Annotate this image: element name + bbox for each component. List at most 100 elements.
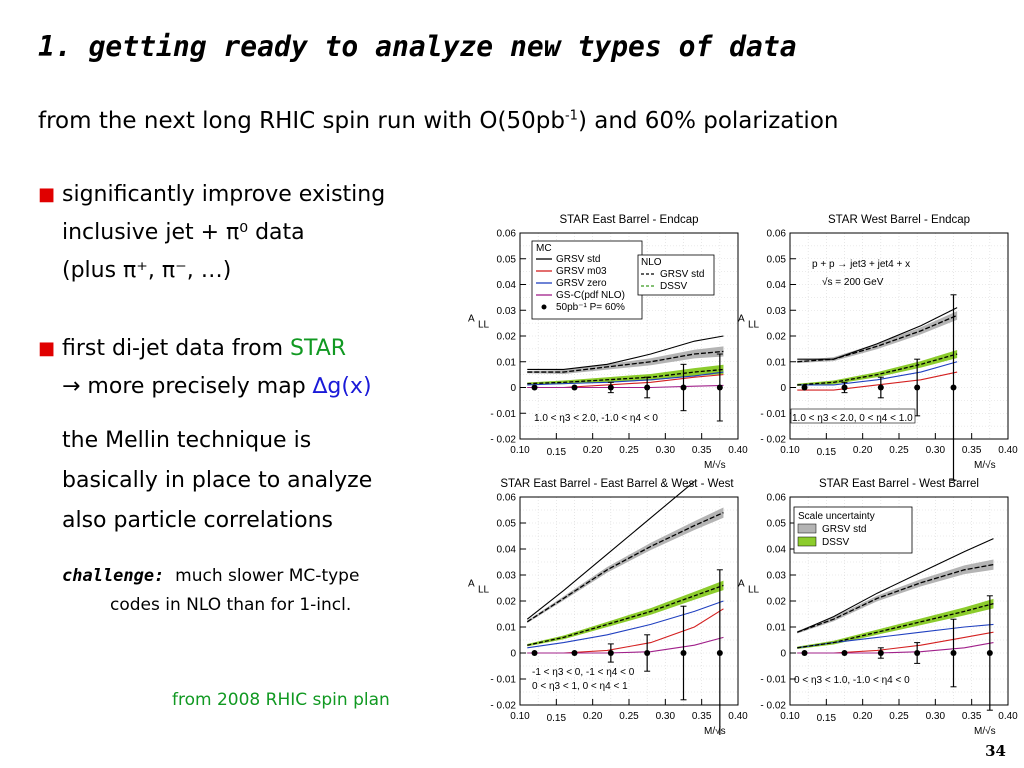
- series-grsv-std-line: [797, 538, 994, 633]
- kinematic-annotation: 1.0 < η3 < 2.0, -1.0 < η4 < 0: [534, 413, 658, 424]
- x-tick-label: 0.20: [583, 711, 603, 722]
- data-point: [716, 650, 723, 656]
- kinematic-annotation: 0 < η3 < 1, 0 < η4 < 1: [532, 681, 628, 692]
- kinematic-annotation: -1 < η3 < 0, -1 < η4 < 0: [532, 667, 635, 678]
- y-tick-label: 0.04: [497, 280, 517, 291]
- subtitle-post: ) and 60% polarization: [577, 108, 839, 134]
- process-label: p + p → jet3 + jet4 + x: [812, 259, 910, 270]
- y-tick-label: 0.03: [497, 571, 517, 582]
- y-tick-label: 0.05: [767, 519, 787, 530]
- x-tick-label: 0.25: [619, 445, 639, 456]
- y-axis-label: A: [468, 578, 475, 589]
- y-tick-label: - 0.01: [760, 409, 786, 420]
- legend-entry: GRSV std: [822, 524, 866, 535]
- legend-entry: DSSV: [822, 537, 850, 548]
- x-axis-label: M/√s: [704, 725, 726, 735]
- y-axis-label-sub: LL: [748, 320, 760, 331]
- series-grsv-zero-line: [797, 361, 958, 386]
- data-point: [607, 384, 614, 391]
- mellin-line2: basically in place to analyze: [62, 468, 373, 493]
- series-grsv-m03-line: [797, 371, 958, 391]
- y-tick-label: - 0.02: [490, 435, 516, 446]
- star-label: STAR: [290, 336, 347, 361]
- chart-panel-2: STAR West Barrel - Endcap 0.06 0.05 0.04 0.0…: [738, 214, 1018, 481]
- chart-title: STAR East Barrel - Endcap: [559, 214, 698, 226]
- x-axis-label: M/√s: [704, 459, 726, 471]
- nlo-dssv-band: [797, 350, 958, 387]
- subtitle-pre: from the next long RHIC spin run with O(…: [38, 108, 565, 134]
- y-axis-label: A: [738, 314, 745, 325]
- series-grsv-std-line: [797, 307, 958, 360]
- legend-swatch: [797, 523, 817, 534]
- y-tick-label: 0.01: [767, 357, 787, 368]
- x-tick-label: 0.20: [853, 445, 873, 456]
- data-point: [607, 650, 614, 656]
- y-tick-label: 0.04: [767, 545, 787, 556]
- y-tick-label: 0.06: [497, 229, 517, 240]
- series-gs-c-pdf-nlo--line: [797, 642, 994, 654]
- data-point: [801, 384, 808, 391]
- y-axis-label-sub: LL: [478, 584, 490, 595]
- data-point: [950, 384, 957, 391]
- nlo-dssv-band: [527, 580, 724, 647]
- legend-entry: GRSV std: [660, 269, 704, 280]
- x-tick-label: 0.10: [780, 711, 800, 722]
- nlo-grsv-std-band: [527, 507, 724, 624]
- legend-entry: GRSV std: [556, 254, 600, 265]
- mellin-line1: the Mellin technique is: [62, 428, 312, 453]
- y-tick-label: - 0.01: [490, 409, 516, 420]
- y-tick-label: 0.02: [767, 332, 787, 343]
- x-tick-label: 0.40: [728, 445, 748, 456]
- legend: Scale uncertainty GRSV std DSSV: [793, 506, 913, 554]
- y-axis-label: A: [738, 578, 745, 589]
- legend-entry: GS-C(pdf NLO): [556, 290, 625, 301]
- y-tick-label: 0: [510, 383, 516, 394]
- y-tick-label: 0.04: [767, 280, 787, 291]
- x-tick-label: 0.15: [547, 447, 567, 458]
- challenge-label: challenge:: [62, 566, 165, 586]
- nlo-grsv-std-band: [527, 346, 724, 375]
- series-gs-c-pdf-nlo--line: [527, 636, 724, 654]
- annotation-box: [790, 408, 916, 424]
- series-grsv-zero-line: [527, 371, 724, 386]
- data-point: [531, 384, 538, 391]
- data-point: [531, 650, 538, 656]
- bullet-square-icon: ■: [38, 184, 56, 205]
- data-point: [680, 650, 687, 656]
- data-point: [644, 650, 651, 656]
- y-tick-label: 0.02: [497, 597, 517, 608]
- x-tick-label: 0.30: [656, 711, 676, 722]
- nlo-grsv-std-band: [797, 311, 958, 363]
- x-tick-label: 0.20: [583, 445, 603, 456]
- x-tick-label: 0.10: [510, 445, 530, 456]
- series-nlo-dssv-line: [797, 353, 958, 386]
- legend-marker: [541, 304, 547, 310]
- legend-entry: DSSV: [660, 281, 688, 292]
- y-tick-label: 0: [510, 649, 516, 660]
- x-tick-label: 0.30: [926, 445, 946, 456]
- source-note: from 2008 RHIC spin plan: [172, 690, 390, 710]
- energy-label: √s = 200 GeV: [822, 276, 884, 288]
- x-tick-label: 0.15: [817, 447, 837, 458]
- bullet-square-icon: ■: [38, 338, 56, 359]
- series-grsv-zero-line: [527, 600, 724, 649]
- y-tick-label: 0.02: [497, 332, 517, 343]
- x-tick-label: 0.15: [547, 713, 567, 724]
- legend-title: MC: [536, 243, 552, 254]
- subtitle-sup: -1: [564, 108, 578, 124]
- x-tick-label: 0.10: [780, 445, 800, 456]
- series-nlo-dssv-line: [527, 584, 724, 646]
- legend-swatch: [797, 536, 817, 547]
- data-point: [801, 650, 808, 656]
- x-tick-label: 0.40: [998, 445, 1018, 456]
- y-tick-label: 0.03: [767, 306, 787, 317]
- y-tick-label: 0.06: [767, 493, 787, 504]
- data-point: [914, 384, 921, 391]
- x-tick-label: 0.25: [619, 711, 639, 722]
- data-point: [950, 650, 957, 656]
- mellin-text: the Mellin technique is basically in pla…: [62, 421, 372, 541]
- series-gs-c-pdf-nlo--line: [527, 384, 724, 389]
- data-point: [571, 650, 578, 656]
- x-tick-label: 0.15: [817, 713, 837, 724]
